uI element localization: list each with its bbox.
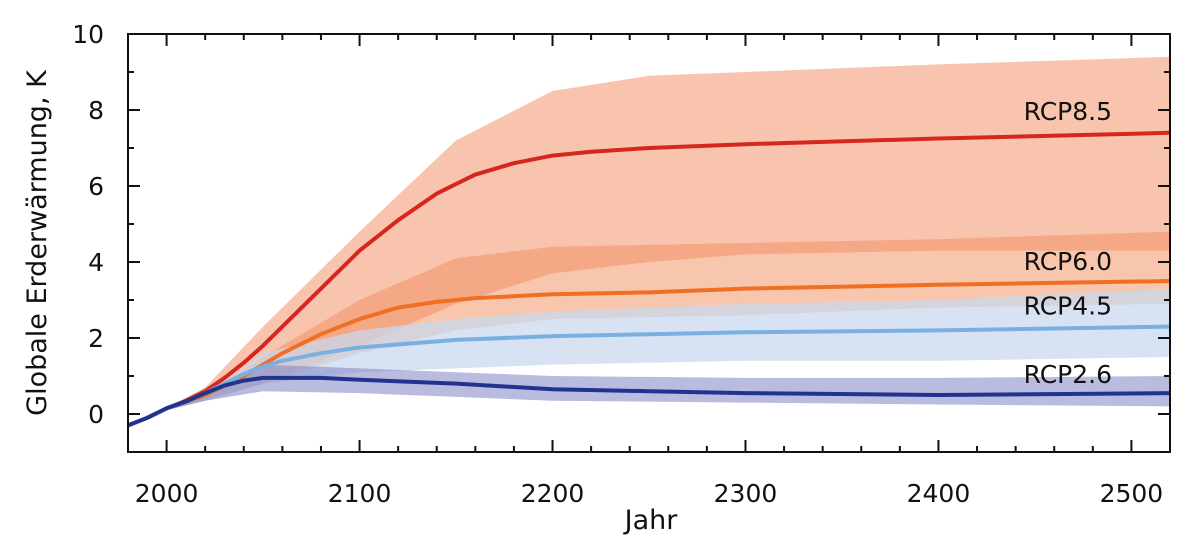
y-tick-label: 0 [88, 400, 104, 429]
line-rcp2-6 [128, 375, 1170, 428]
label-rcp4-5: RCP4.5 [1024, 292, 1112, 321]
series-lines [128, 130, 1170, 428]
uncertainty-bands [128, 56, 1170, 426]
band-rcp8-5 [128, 56, 1170, 426]
x-axis-title: Jahr [623, 505, 679, 536]
x-tick-label: 2100 [328, 479, 392, 508]
series-labels: RCP8.5 RCP6.0 RCP4.5 RCP2.6 [1024, 97, 1112, 389]
axis-ticks: 2000 2100 2200 2300 2400 2500 0 2 4 6 8 10 [72, 20, 1171, 508]
band-rcp6-0 [128, 231, 1170, 426]
y-tick-label: 10 [72, 20, 104, 49]
plot-frame [127, 33, 1171, 453]
x-tick-label: 2400 [907, 479, 971, 508]
x-tick-label: 2300 [714, 479, 778, 508]
y-tick-label: 4 [88, 248, 104, 277]
x-tick-label: 2500 [1100, 479, 1164, 508]
y-tick-label: 2 [88, 324, 104, 353]
x-tick-label: 2200 [521, 479, 585, 508]
label-rcp8-5: RCP8.5 [1024, 97, 1112, 126]
x-tick-label: 2000 [135, 479, 199, 508]
label-rcp6-0: RCP6.0 [1024, 247, 1112, 276]
y-tick-label: 6 [88, 172, 104, 201]
y-axis-title: Globale Erderwärmung, K [22, 69, 53, 416]
band-rcp4-5 [128, 288, 1170, 426]
y-tick-label: 8 [88, 96, 104, 125]
label-rcp2-6: RCP2.6 [1024, 360, 1112, 389]
